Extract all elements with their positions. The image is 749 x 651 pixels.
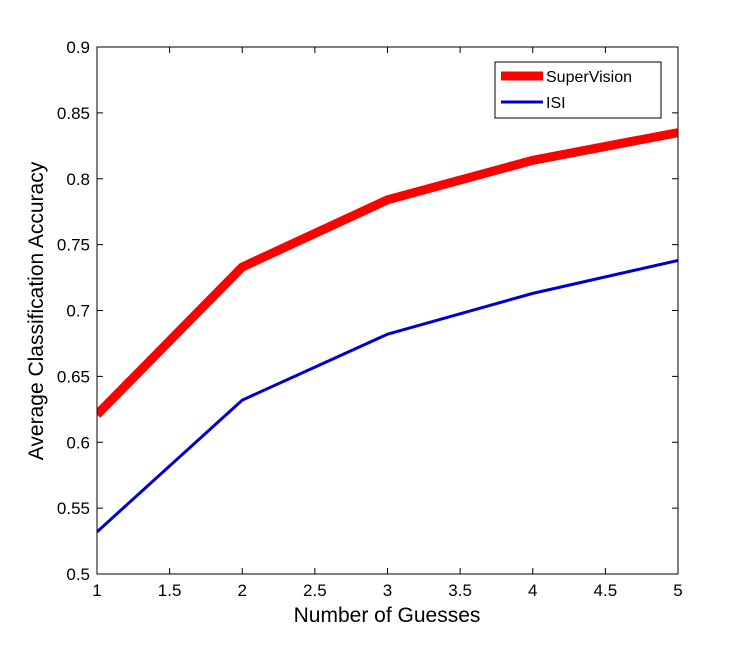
legend: SuperVision ISI [494,61,662,119]
y-tick-label: 0.5 [66,565,90,584]
y-tick-label: 0.8 [66,170,90,189]
y-axis-title: Average Classification Accuracy [25,161,48,460]
series-line-supervision [97,128,678,418]
y-tick-label: 0.75 [57,236,90,255]
plot-area-background [97,47,678,574]
y-tick-label: 0.9 [66,38,90,57]
y-tick-label: 0.6 [66,433,90,452]
legend-label-supervision: SuperVision [546,69,632,86]
x-tick-label: 1.5 [158,581,182,600]
x-tick-label: 2 [238,581,247,600]
y-tick-label: 0.85 [57,104,90,123]
series-layer [97,128,678,533]
legend-label-isi: ISI [546,95,566,112]
x-tick-label: 3.5 [448,581,472,600]
x-tick-label: 4 [528,581,537,600]
x-tick-label: 4.5 [594,581,618,600]
x-axis-title: Number of Guesses [294,604,481,627]
x-tick-label: 3 [383,581,392,600]
tick-layer: 1 1.5 2 2.5 3 3.5 4 4.5 5 0.5 0.55 0.6 0.65 0.7 0.75 0.… [57,38,683,600]
x-tick-label: 2.5 [303,581,327,600]
x-tick-label: 5 [673,581,682,600]
y-tick-label: 0.65 [57,367,90,386]
y-tick-label: 0.55 [57,499,90,518]
y-tick-label: 0.7 [66,302,90,321]
x-tick-label: 1 [92,581,101,600]
series-line-isi [97,258,678,533]
legend-box [494,61,662,119]
